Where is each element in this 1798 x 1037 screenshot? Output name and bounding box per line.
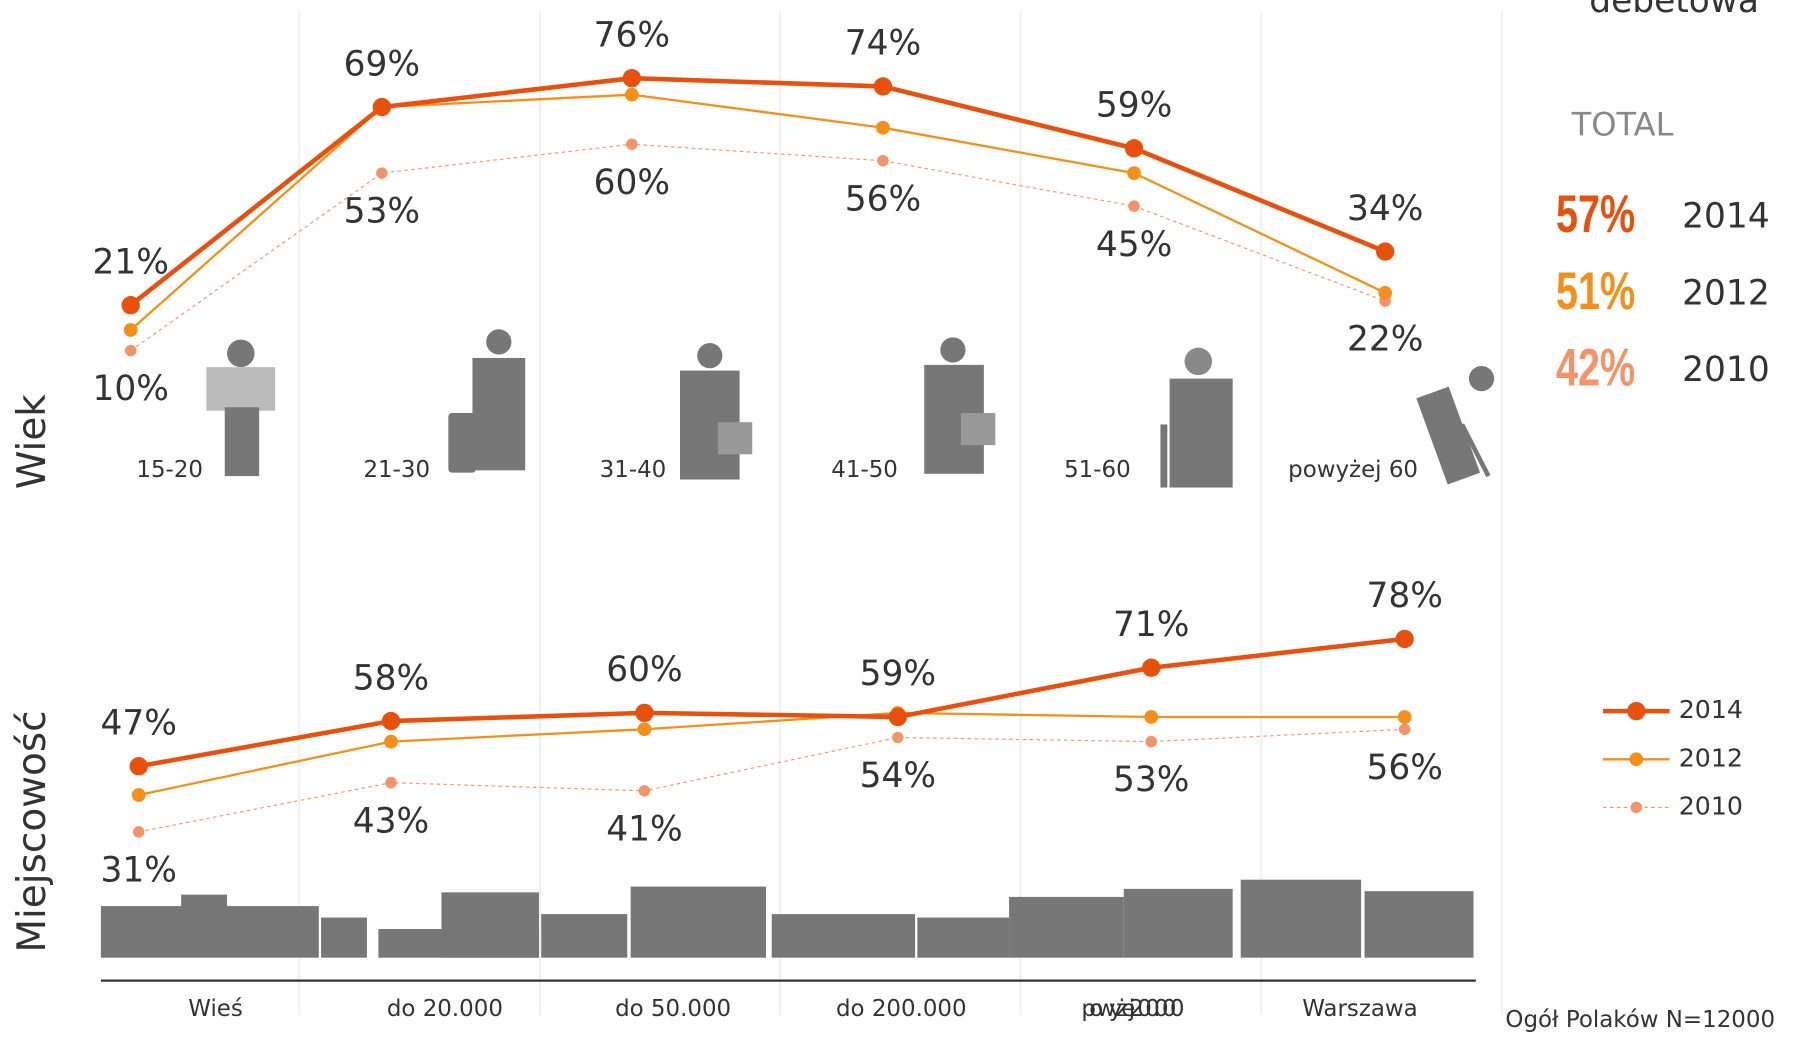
data-label: 31% [101, 851, 177, 891]
data-label: 10% [92, 369, 168, 409]
data-label: 60% [594, 163, 670, 203]
series-line [138, 636, 1405, 769]
x-tick-label: 21-30 [363, 457, 430, 483]
data-label: 60% [606, 650, 682, 690]
title: debetowa [1589, 0, 1759, 21]
data-point [131, 788, 146, 802]
data-label: 53% [344, 192, 420, 232]
data-label: 53% [1113, 760, 1189, 800]
x-tick-label: Wieś [188, 996, 243, 1022]
x-tick-label: do 200.000 [836, 996, 967, 1022]
x-tick-label: 15-20 [136, 457, 203, 483]
data-point [888, 707, 908, 727]
x-tick-label: 51-60 [1064, 457, 1131, 483]
data-point [133, 826, 145, 838]
data-point [1144, 710, 1159, 724]
data-label: 43% [353, 801, 429, 841]
data-point [624, 87, 639, 102]
data-label: 56% [845, 179, 921, 219]
series-line [129, 93, 1386, 331]
data-point [385, 776, 397, 789]
data-point [876, 120, 890, 135]
data-label: 54% [860, 756, 936, 796]
y-axis-label: Miejscowość [10, 710, 55, 952]
series-line [130, 143, 1386, 352]
x-tick-label: Warszawa [1302, 996, 1417, 1022]
data-label: 58% [353, 658, 429, 698]
legend-label: 2012 [1679, 743, 1743, 772]
data-point [635, 703, 654, 723]
data-point [626, 138, 638, 150]
series-line [138, 711, 1405, 797]
data-point [622, 69, 641, 88]
data-point [1398, 723, 1411, 736]
data-label: 41% [606, 809, 682, 849]
data-point [1127, 166, 1141, 180]
data-point [124, 344, 137, 357]
y-axis-label: Wiek [10, 394, 55, 489]
x-tick-label: do 50.000 [615, 996, 731, 1022]
footnote: Ogół Polaków N=12000 [1505, 1007, 1775, 1033]
data-point [892, 731, 904, 744]
x-tick-label: do 20.000 [387, 996, 503, 1022]
people-icons [206, 329, 1495, 488]
x-tick-label: powyżej 200.000 [1081, 996, 1184, 1022]
data-point [381, 711, 401, 731]
total-year: 2012 [1682, 273, 1770, 313]
data-label: 69% [344, 44, 420, 84]
total-value: 42% [1556, 338, 1635, 397]
data-point [637, 722, 652, 737]
data-point [372, 97, 392, 117]
data-point [384, 734, 398, 749]
data-point [1395, 629, 1414, 649]
series-line [138, 728, 1405, 833]
data-point [638, 785, 651, 797]
data-point [1142, 658, 1161, 677]
data-label: 59% [860, 654, 936, 694]
data-point [121, 296, 140, 315]
legend-label: 2010 [1679, 791, 1743, 820]
data-point [376, 167, 388, 179]
data-label: 59% [1096, 86, 1172, 126]
grid [298, 11, 1504, 1016]
data-point [123, 323, 138, 337]
data-label: 71% [1113, 605, 1189, 645]
legend-marker [1627, 701, 1646, 721]
data-label: 22% [1347, 320, 1423, 360]
data-label: 45% [1096, 225, 1172, 265]
legend-marker [1629, 752, 1644, 767]
x-tick-label: powyżej 60 [1288, 457, 1418, 483]
data-point [1378, 285, 1393, 300]
data-point [1128, 200, 1140, 212]
data-label: 21% [92, 242, 168, 282]
data-label: 47% [101, 703, 177, 743]
legend-label: 2014 [1679, 695, 1743, 724]
data-label: 78% [1366, 576, 1442, 616]
data-label: 76% [594, 15, 670, 55]
total-year: 2014 [1682, 197, 1770, 237]
x-tick-label: 31-40 [600, 457, 667, 483]
data-point [129, 757, 148, 776]
data-label: 56% [1366, 748, 1442, 788]
total-year: 2010 [1682, 350, 1770, 390]
data-point [1376, 242, 1395, 261]
building-icons [100, 879, 1474, 958]
series-line [129, 75, 1387, 308]
data-point [1397, 710, 1412, 724]
data-point [1124, 139, 1144, 158]
total-value: 57% [1556, 184, 1635, 243]
total-value: 51% [1556, 261, 1635, 320]
data-point [877, 155, 889, 167]
x-tick-label: 41-50 [831, 457, 898, 483]
data-point [873, 77, 893, 96]
legend-marker [1630, 801, 1643, 814]
data-point [1145, 735, 1158, 748]
data-label: 74% [845, 24, 921, 64]
total-title: TOTAL [1571, 105, 1674, 143]
data-label: 34% [1347, 189, 1423, 229]
